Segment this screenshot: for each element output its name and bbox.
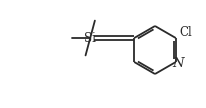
Text: Si: Si: [84, 32, 96, 44]
Text: N: N: [171, 56, 183, 70]
Text: Cl: Cl: [179, 25, 192, 38]
